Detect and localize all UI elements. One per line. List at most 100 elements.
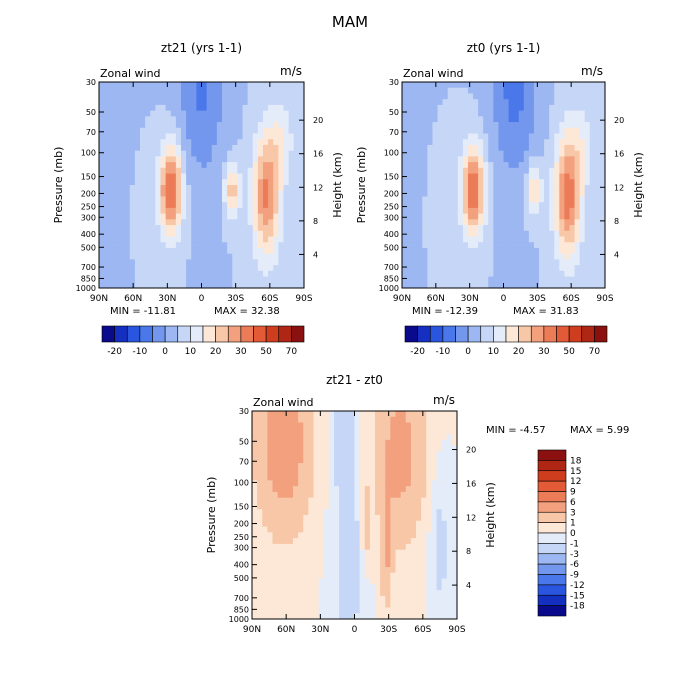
field-cell — [364, 451, 371, 458]
field-cell — [569, 196, 575, 203]
field-cell — [390, 428, 396, 435]
field-cell — [407, 144, 413, 152]
field-cell — [584, 99, 591, 106]
field-cell — [594, 156, 601, 163]
field-cell — [344, 590, 350, 597]
field-cell — [262, 468, 268, 475]
field-cell — [334, 578, 340, 585]
field-cell — [422, 173, 428, 180]
field-cell — [427, 202, 433, 209]
field-cell — [354, 526, 361, 533]
field-cell — [549, 99, 555, 106]
field-cell — [308, 422, 314, 429]
field-cell — [579, 247, 586, 255]
field-cell — [170, 282, 177, 289]
field-cell — [247, 87, 254, 94]
field-cell — [488, 270, 494, 277]
field-cell — [442, 213, 449, 220]
field-cell — [544, 236, 550, 243]
field-cell — [417, 282, 423, 289]
field-cell — [145, 230, 151, 237]
field-cell — [278, 179, 284, 186]
field-cell — [273, 139, 279, 146]
colorbar-swatch — [537, 449, 567, 461]
field-cell — [206, 225, 213, 232]
field-cell — [457, 93, 464, 100]
field-cell — [109, 242, 115, 249]
field-cell — [140, 150, 146, 157]
field-cell — [282, 445, 289, 452]
field-cell — [170, 82, 177, 89]
field-cell — [267, 468, 273, 475]
field-cell — [303, 497, 309, 504]
field-cell — [579, 270, 586, 277]
field-cell — [431, 480, 437, 487]
field-cell — [160, 236, 167, 243]
field-cell — [549, 116, 555, 123]
field-cell — [232, 167, 238, 174]
field-cell — [206, 196, 213, 203]
field-cell — [462, 122, 469, 129]
field-cell — [462, 282, 469, 289]
field-cell — [349, 561, 355, 568]
field-cell — [252, 491, 258, 499]
field-cell — [523, 150, 530, 157]
field-cell — [303, 526, 309, 533]
field-cell — [359, 601, 366, 608]
field-cell — [222, 139, 228, 146]
field-cell — [359, 491, 366, 499]
field-cell — [493, 167, 499, 174]
field-cell — [364, 520, 371, 527]
field-cell — [313, 474, 320, 481]
field-cell — [293, 167, 300, 174]
x-tick-label: 60S — [563, 294, 580, 304]
field-cell — [436, 601, 443, 608]
y-tick-label: 300 — [81, 213, 96, 222]
field-cell — [145, 104, 151, 112]
field-cell — [584, 156, 591, 163]
field-cell — [298, 572, 304, 579]
field-cell — [518, 207, 525, 215]
min-label: MIN = -4.57 — [486, 425, 546, 436]
field-cell — [323, 486, 330, 493]
field-cell — [313, 428, 320, 435]
field-cell — [282, 422, 289, 429]
field-cell — [140, 156, 146, 163]
field-cell — [160, 139, 167, 146]
field-cell — [432, 207, 438, 215]
field-cell — [369, 491, 376, 499]
colorbar-label: 1 — [570, 519, 576, 529]
field-cell — [104, 127, 110, 134]
field-cell — [288, 282, 295, 289]
field-cell — [242, 253, 249, 260]
field-cell — [402, 247, 408, 255]
field-cell — [518, 127, 525, 134]
field-cell — [119, 133, 126, 140]
field-cell — [349, 503, 355, 510]
y2-tick-label: 12 — [614, 183, 624, 192]
colorbar-swatch — [537, 501, 567, 513]
field-cell — [385, 503, 391, 510]
field-cell — [437, 247, 443, 255]
field-cell — [539, 87, 545, 94]
field-cell — [145, 133, 151, 140]
field-cell — [282, 601, 289, 608]
field-cell — [528, 104, 535, 112]
field-cell — [457, 265, 464, 272]
field-cell — [211, 185, 218, 192]
field-cell — [364, 543, 371, 551]
colorbar-label: -10 — [133, 347, 148, 357]
field-cell — [380, 474, 386, 481]
field-cell — [395, 520, 402, 527]
field-cell — [272, 578, 279, 585]
field-cell — [334, 567, 340, 574]
field-cell — [589, 225, 596, 232]
field-cell — [478, 213, 484, 220]
field-cell — [426, 422, 432, 429]
field-cell — [339, 538, 345, 545]
field-cell — [206, 259, 213, 266]
field-cell — [237, 93, 243, 100]
field-cell — [436, 526, 443, 533]
field-cell — [318, 480, 325, 487]
field-cell — [186, 139, 192, 146]
